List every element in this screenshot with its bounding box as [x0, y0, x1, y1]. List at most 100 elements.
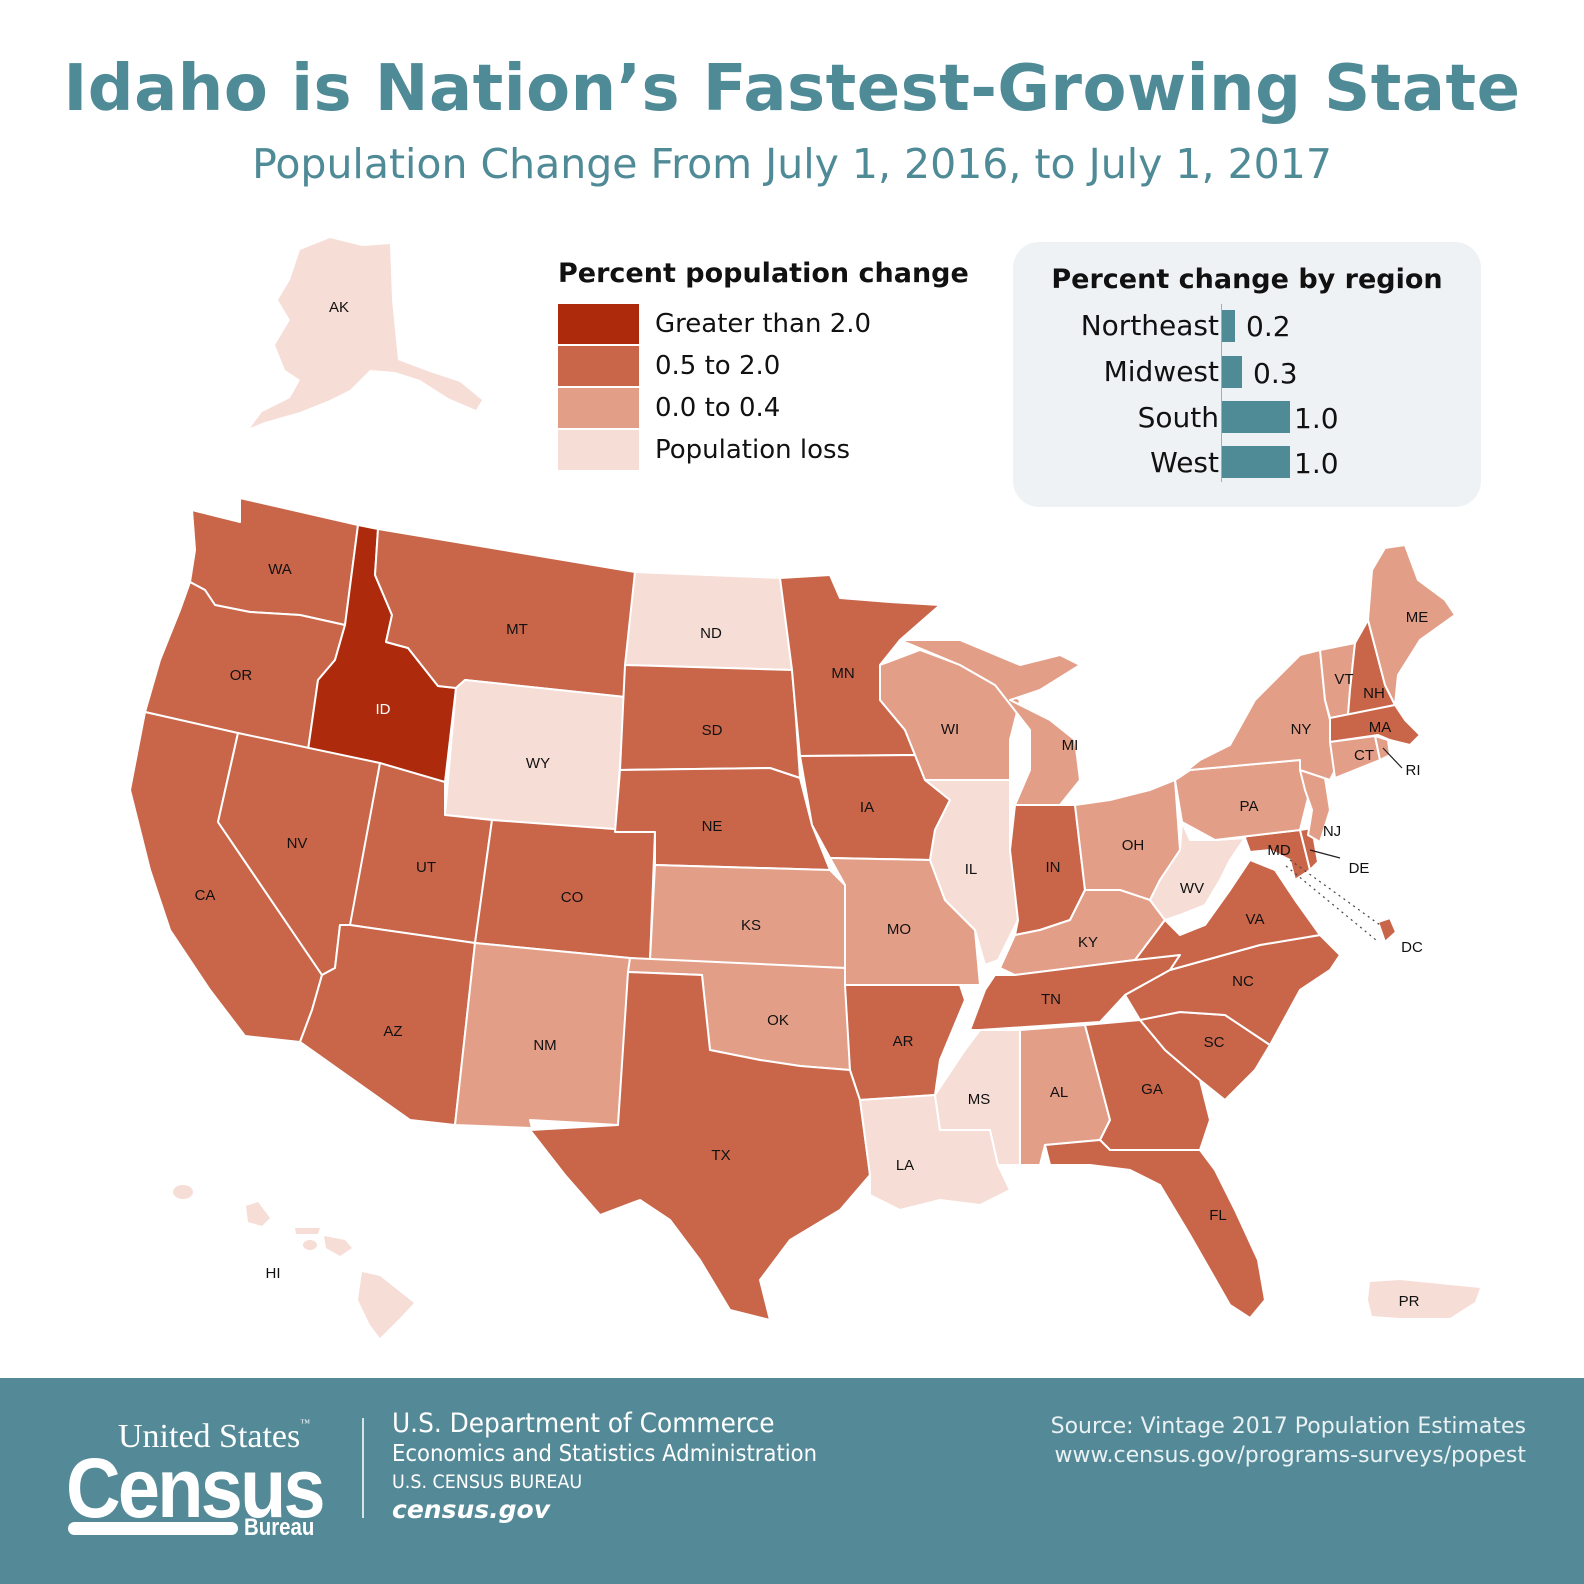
us-choropleth-map: AK HI PR WA OR CA ID NV MT WY UT AZ CO N… — [129, 238, 1480, 1338]
state-me[interactable] — [1367, 544, 1456, 706]
state-tx[interactable] — [529, 971, 871, 1321]
label-mn: MN — [831, 665, 854, 682]
logo-bureau-text: Bureau — [244, 1514, 315, 1541]
label-tx: TX — [711, 1147, 730, 1164]
label-ok: OK — [767, 1012, 789, 1029]
census-gov-link[interactable]: census.gov — [392, 1495, 550, 1524]
label-ak: AK — [329, 299, 349, 316]
value-south: 1.0 — [1294, 402, 1339, 435]
label-hi: HI — [266, 1265, 281, 1282]
state-mi[interactable] — [899, 639, 1081, 806]
label-sd: SD — [702, 722, 723, 739]
agency-block: U.S. Department of Commerce Economics an… — [392, 1408, 854, 1524]
de-leader-line — [1309, 849, 1341, 859]
page-subtitle: Population Change From July 1, 2016, to … — [252, 140, 1332, 188]
state-ar[interactable] — [844, 984, 966, 1101]
label-or: OR — [230, 667, 253, 684]
legend-item-loss: Population loss — [558, 429, 978, 470]
label-mt: MT — [506, 621, 528, 638]
state-il[interactable] — [924, 779, 1019, 966]
legend-title: Percent population change — [558, 258, 969, 289]
footer-banner: United States™ Census Bureau U.S. Depart… — [0, 1378, 1584, 1584]
bar-west — [1222, 446, 1290, 478]
state-ny[interactable] — [1174, 649, 1341, 781]
label-id: ID — [376, 701, 391, 718]
label-mo: MO — [887, 921, 911, 938]
label-ar: AR — [893, 1033, 914, 1050]
label-ny: NY — [1291, 721, 1312, 738]
label-nh: NH — [1363, 685, 1385, 702]
state-dc[interactable] — [1377, 917, 1397, 943]
legend-item-gt-2: Greater than 2.0 — [558, 303, 978, 344]
dc-callout-lines — [1285, 859, 1381, 941]
legend-item-05-20: 0.5 to 2.0 — [558, 345, 978, 386]
label-me: ME — [1406, 609, 1429, 626]
label-ky: KY — [1078, 934, 1098, 951]
label-dc: DC — [1401, 939, 1423, 956]
state-nm[interactable] — [454, 942, 631, 1129]
label-vt: VT — [1334, 671, 1353, 688]
state-va[interactable] — [1134, 859, 1321, 971]
state-fl[interactable] — [1044, 1139, 1266, 1319]
logo-top-text: United States — [118, 1418, 301, 1455]
legend-swatch — [558, 387, 639, 428]
chart-axis — [1221, 304, 1222, 482]
label-mi: MI — [1062, 737, 1079, 754]
label-nm: NM — [533, 1037, 556, 1054]
label-de: DE — [1349, 860, 1370, 877]
source-block: Source: Vintage 2017 Population Estimate… — [1051, 1412, 1526, 1470]
value-midwest: 0.3 — [1253, 357, 1298, 390]
region-label-midwest: Midwest — [1103, 355, 1219, 388]
label-la: LA — [896, 1157, 914, 1174]
agency-bureau: U.S. CENSUS BUREAU — [392, 1471, 583, 1493]
logo-census-wordmark: Census — [66, 1441, 326, 1535]
state-nd[interactable] — [624, 571, 793, 671]
label-pr: PR — [1399, 1293, 1420, 1310]
label-ks: KS — [741, 917, 761, 934]
label-wa: WA — [268, 561, 292, 578]
census-bureau-logo[interactable]: United States™ Census Bureau — [66, 1418, 336, 1541]
label-oh: OH — [1122, 837, 1145, 854]
label-tn: TN — [1041, 991, 1061, 1008]
label-nc: NC — [1232, 973, 1254, 990]
state-ak[interactable] — [250, 238, 482, 428]
source-text: Source: Vintage 2017 Population Estimate… — [1050, 1414, 1526, 1439]
legend-label: 0.0 to 0.4 — [655, 392, 781, 423]
state-pr[interactable] — [1368, 1280, 1480, 1318]
label-fl: FL — [1209, 1207, 1227, 1224]
page-title: Idaho is Nation’s Fastest-Growing State — [63, 52, 1521, 126]
bar-northeast — [1222, 310, 1235, 342]
logo-trademark: ™ — [300, 1418, 311, 1429]
label-az: AZ — [383, 1023, 402, 1040]
label-sc: SC — [1204, 1034, 1225, 1051]
agency-administration: Economics and Statistics Administration — [392, 1441, 818, 1467]
value-west: 1.0 — [1294, 447, 1339, 480]
label-il: IL — [965, 861, 978, 878]
label-va: VA — [1246, 911, 1265, 928]
legend-item-00-04: 0.0 to 0.4 — [558, 387, 978, 428]
state-nj[interactable] — [1299, 769, 1331, 843]
footer-divider — [362, 1418, 364, 1518]
label-pa: PA — [1240, 798, 1259, 815]
region-label-northeast: Northeast — [1080, 309, 1219, 342]
legend-swatch — [558, 345, 639, 386]
agency-department: U.S. Department of Commerce — [392, 1408, 775, 1439]
label-ma: MA — [1369, 719, 1392, 736]
label-wi: WI — [941, 721, 959, 738]
legend-label: Greater than 2.0 — [655, 308, 872, 339]
label-in: IN — [1046, 859, 1061, 876]
logo-bar — [68, 1522, 238, 1535]
region-bar-chart: Percent change by region Northeast 0.2 M… — [1013, 242, 1481, 507]
label-ca: CA — [195, 887, 216, 904]
label-ri: RI — [1406, 762, 1421, 779]
legend-label: 0.5 to 2.0 — [655, 350, 781, 381]
region-chart-title: Percent change by region — [1051, 264, 1443, 295]
region-chart-plot: Northeast 0.2 Midwest 0.3 South 1.0 West… — [1013, 304, 1481, 484]
label-nv: NV — [287, 835, 308, 852]
label-nj: NJ — [1323, 823, 1341, 840]
label-md: MD — [1267, 842, 1290, 859]
state-hi[interactable] — [173, 1185, 414, 1338]
source-url-link[interactable]: www.census.gov/programs-surveys/popest — [1054, 1443, 1526, 1468]
state-ct[interactable] — [1329, 735, 1381, 779]
label-ne: NE — [702, 818, 723, 835]
